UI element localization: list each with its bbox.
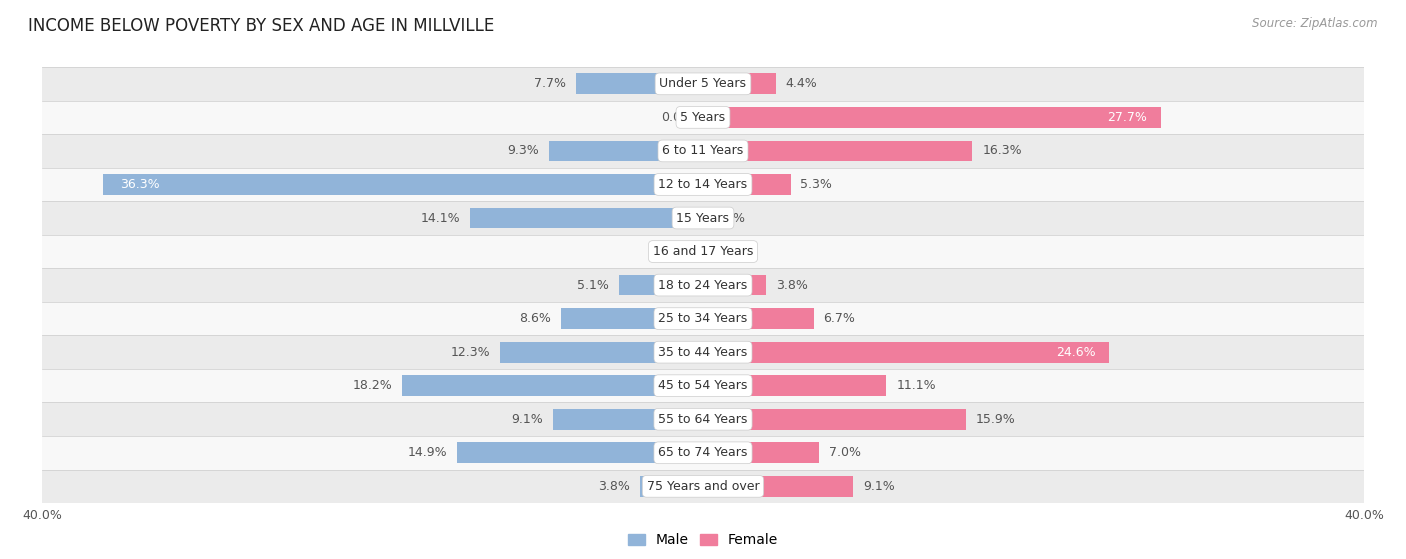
Text: 9.1%: 9.1% [863,480,896,493]
Bar [42,235,1364,268]
Text: 7.7%: 7.7% [534,77,565,91]
Bar [703,73,776,94]
Text: 24.6%: 24.6% [1056,345,1097,359]
Text: 16 and 17 Years: 16 and 17 Years [652,245,754,258]
Bar [550,140,703,162]
Bar [640,476,703,497]
Bar [42,402,1364,436]
Bar [42,470,1364,503]
Text: 5.1%: 5.1% [576,278,609,292]
Text: 15.9%: 15.9% [976,413,1015,426]
Text: 16.3%: 16.3% [983,144,1022,158]
Text: 0.0%: 0.0% [713,245,745,258]
Text: 36.3%: 36.3% [120,178,159,191]
Text: 14.1%: 14.1% [420,211,460,225]
Text: 65 to 74 Years: 65 to 74 Years [658,446,748,459]
Text: 7.0%: 7.0% [828,446,860,459]
Bar [703,375,886,396]
Text: 3.8%: 3.8% [776,278,807,292]
Bar [619,274,703,296]
Text: 0.0%: 0.0% [661,245,693,258]
Bar [103,174,703,195]
Bar [703,274,766,296]
Text: 15 Years: 15 Years [676,211,730,225]
Bar [576,73,703,94]
Bar [703,140,973,162]
Text: 5 Years: 5 Years [681,111,725,124]
Text: 27.7%: 27.7% [1108,111,1147,124]
Bar [499,342,703,363]
Text: 8.6%: 8.6% [519,312,551,325]
Text: 9.1%: 9.1% [510,413,543,426]
Bar [457,442,703,463]
Text: 18 to 24 Years: 18 to 24 Years [658,278,748,292]
Text: 45 to 54 Years: 45 to 54 Years [658,379,748,392]
Text: 35 to 44 Years: 35 to 44 Years [658,345,748,359]
Bar [42,302,1364,335]
Bar [561,308,703,329]
Text: 0.0%: 0.0% [713,211,745,225]
Text: 5.3%: 5.3% [800,178,832,191]
Text: 14.9%: 14.9% [408,446,447,459]
Bar [42,67,1364,101]
Bar [42,369,1364,402]
Bar [402,375,703,396]
Text: 18.2%: 18.2% [353,379,392,392]
Text: 55 to 64 Years: 55 to 64 Years [658,413,748,426]
Bar [42,101,1364,134]
Bar [42,436,1364,470]
Text: 12.3%: 12.3% [450,345,489,359]
Text: 11.1%: 11.1% [896,379,936,392]
Text: 4.4%: 4.4% [786,77,817,91]
Text: 3.8%: 3.8% [599,480,630,493]
Text: Under 5 Years: Under 5 Years [659,77,747,91]
Bar [553,409,703,430]
Bar [42,335,1364,369]
Text: 6 to 11 Years: 6 to 11 Years [662,144,744,158]
Bar [703,107,1160,128]
Bar [42,268,1364,302]
Text: Source: ZipAtlas.com: Source: ZipAtlas.com [1253,17,1378,30]
Text: 0.0%: 0.0% [661,111,693,124]
Text: 75 Years and over: 75 Years and over [647,480,759,493]
Bar [42,134,1364,168]
Bar [470,207,703,229]
Text: 6.7%: 6.7% [824,312,855,325]
Text: 12 to 14 Years: 12 to 14 Years [658,178,748,191]
Legend: Male, Female: Male, Female [623,528,783,553]
Bar [42,168,1364,201]
Bar [703,342,1109,363]
Bar [703,476,853,497]
Text: 25 to 34 Years: 25 to 34 Years [658,312,748,325]
Text: INCOME BELOW POVERTY BY SEX AND AGE IN MILLVILLE: INCOME BELOW POVERTY BY SEX AND AGE IN M… [28,17,495,35]
Bar [703,308,814,329]
Bar [703,174,790,195]
Bar [42,201,1364,235]
Bar [703,442,818,463]
Bar [703,409,966,430]
Text: 9.3%: 9.3% [508,144,540,158]
